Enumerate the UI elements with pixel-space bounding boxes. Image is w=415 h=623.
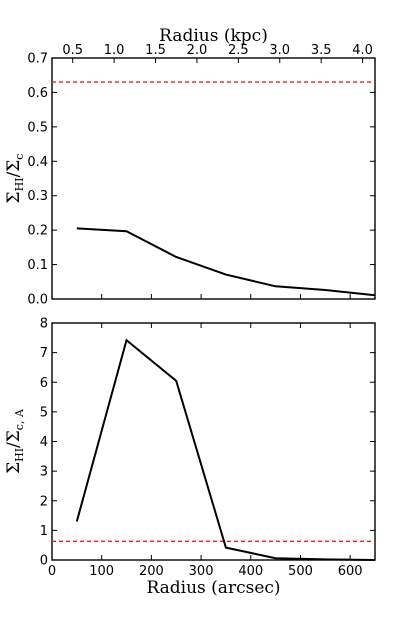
x-tick-label: 500	[288, 564, 313, 579]
y-tick-label: 0.4	[27, 155, 48, 170]
y-tick-label: 0.1	[27, 258, 48, 273]
x-tick-label: 200	[139, 564, 164, 579]
top-x-tick-label: 3.0	[269, 43, 290, 58]
panel-bottom: 0 1 2 3 4 5 6 7 8 0 100 200 300 400 500 600 Radius (arcs…	[4, 317, 376, 598]
y-tick-label: 0.3	[27, 189, 48, 204]
top-x-tick-label: 4.0	[352, 43, 373, 58]
y-tick-label: 2	[40, 494, 48, 509]
y-axis-label: ΣHI/Σc, A	[4, 408, 26, 474]
y-tick-label: 4	[40, 435, 48, 450]
y-tick-label: 0	[40, 554, 48, 569]
plot-frame	[51, 57, 376, 300]
series-line	[75, 338, 376, 561]
y-axis-label: ΣHI/Σc	[4, 154, 26, 204]
x-tick-label: 0	[48, 564, 56, 579]
x-axis-label: Radius (arcsec)	[146, 578, 280, 598]
y-tick-label: 5	[40, 405, 48, 420]
x-tick-label: 300	[189, 564, 214, 579]
top-x-tick-label: 2.5	[228, 43, 249, 58]
series-line	[76, 227, 376, 297]
y-tick-label: 0.2	[27, 224, 48, 239]
top-x-tick-label: 0.5	[62, 43, 83, 58]
y-tick-label: 8	[40, 317, 48, 332]
y-tick-label: 0.7	[27, 52, 48, 67]
y-tick-label: 1	[40, 524, 48, 539]
panel-top: 0.0 0.1 0.2 0.3 0.4 0.5 0.6 0.7 0.5 1.0 1.5 2.0 2.5 3…	[4, 26, 376, 308]
plot-frame	[51, 322, 376, 561]
y-tick-label: 3	[40, 465, 48, 480]
top-x-tick-label: 1.0	[104, 43, 125, 58]
y-tick-label: 0.6	[27, 86, 48, 101]
top-x-tick-label: 3.5	[311, 43, 332, 58]
y-tick-label: 0.5	[27, 120, 48, 135]
top-x-tick-label: 2.0	[187, 43, 208, 58]
top-x-tick-label: 1.5	[145, 43, 166, 58]
top-x-axis-label: Radius (kpc)	[159, 26, 268, 46]
y-tick-label: 0.0	[27, 293, 48, 308]
y-tick-label: 7	[40, 346, 48, 361]
x-tick-label: 600	[338, 564, 363, 579]
x-tick-label: 400	[238, 564, 263, 579]
y-tick-label: 6	[40, 376, 48, 391]
x-tick-label: 100	[89, 564, 114, 579]
